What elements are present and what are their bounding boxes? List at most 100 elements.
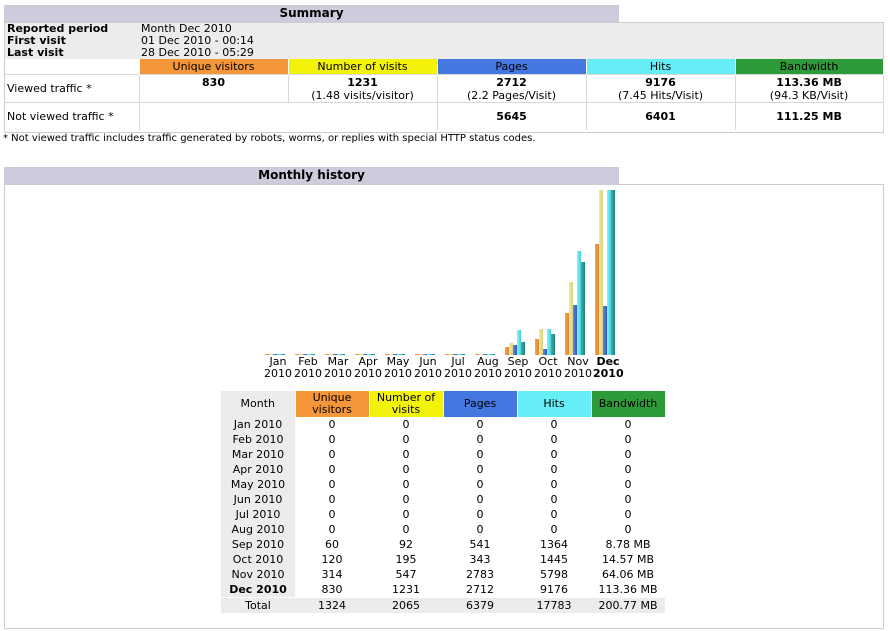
bar-uv-may-2010 (385, 354, 389, 355)
history-cell-pages: 0 (476, 462, 484, 476)
history-cell-unique-visitors: 0 (328, 477, 336, 491)
bar-pages-may-2010 (393, 354, 397, 355)
bar-uv-jan-2010 (265, 354, 269, 355)
viewed-hits: 9176 (7.45 Hits/Visit) (586, 74, 736, 103)
bar-pages-jan-2010 (273, 354, 277, 355)
viewed-pages-value: 2712 (496, 75, 527, 89)
summary-header-blank (5, 59, 140, 75)
bar-hits-oct-2010 (547, 329, 551, 355)
bar-hits-dec-2010 (607, 190, 611, 355)
history-cell-visits: 0 (402, 417, 410, 431)
history-cell-bandwidth: 0 (624, 522, 632, 536)
bar-visits-dec-2010 (599, 190, 603, 355)
chart-month-label-line1: Apr (358, 355, 378, 368)
viewed-bandwidth: 113.36 MB (94.3 KB/Visit) (735, 74, 884, 103)
history-cell-month: Sep 2010 (221, 537, 295, 552)
history-cell-unique-visitors: 0 (328, 522, 336, 536)
chart-month-label: Feb 2010 (293, 356, 323, 380)
viewed-hits-sub: (7.45 Hits/Visit) (617, 88, 704, 102)
not-viewed-pages-value: 5645 (496, 110, 527, 123)
bar-uv-oct-2010 (535, 339, 539, 355)
not-viewed-empty (139, 102, 438, 130)
bar-visits-jul-2010 (449, 354, 453, 355)
history-cell-month: Nov 2010 (221, 567, 295, 582)
viewed-bandwidth-value: 113.36 MB (776, 75, 842, 89)
history-cell-hits: 0 (550, 507, 558, 521)
chart-month-label-line1: Jun (419, 355, 437, 368)
history-cell-hits: 1364 (540, 537, 568, 551)
history-cell-unique-visitors: 314 (321, 567, 343, 581)
chart-month-label: Jun 2010 (413, 356, 443, 380)
viewed-visits-sub: (1.48 visits/visitor) (311, 88, 414, 102)
history-cell-month: Aug 2010 (221, 522, 295, 537)
chart-month-label: Jan 2010 (263, 356, 293, 380)
history-cell-visits: 0 (402, 522, 410, 536)
bar-uv-jul-2010 (445, 354, 449, 355)
bar-pages-apr-2010 (363, 354, 367, 355)
chart-month-label-line1: Jan (269, 355, 287, 368)
bar-pages-feb-2010 (303, 354, 307, 355)
viewed-hits-value: 9176 (645, 75, 676, 89)
bar-visits-feb-2010 (299, 354, 303, 355)
history-cell-pages: 0 (476, 507, 484, 521)
history-cell-hits: 9176 (540, 582, 568, 596)
history-cell-month: Mar 2010 (221, 447, 295, 462)
chart-month-label-line2: 2010 (504, 367, 532, 380)
history-total-row: Total 1324 2065 6379 17783 200.77 MB (221, 597, 665, 613)
not-viewed-traffic-label: Not viewed traffic * (5, 102, 140, 130)
history-cell-bandwidth: 113.36 MB (598, 582, 658, 596)
bar-bw-dec-2010 (611, 190, 615, 355)
chart-month-label-line2: 2010 (534, 367, 562, 380)
header-hits: Hits (586, 59, 736, 75)
history-cell-pages: 0 (476, 432, 484, 446)
chart-month-label-line2: 2010 (444, 367, 472, 380)
total-unique-visitors: 1324 (295, 597, 369, 613)
bar-uv-mar-2010 (325, 354, 329, 355)
chart-month-label-line1: Nov (567, 355, 589, 368)
bar-hits-may-2010 (397, 354, 401, 355)
history-cell-visits: 547 (395, 567, 417, 581)
header-pages: Pages (437, 59, 587, 75)
chart-month-label: Dec 2010 (593, 356, 624, 380)
history-cell-visits: 0 (402, 507, 410, 521)
chart-month-label: Mar 2010 (323, 356, 353, 380)
bar-hits-apr-2010 (367, 354, 371, 355)
history-cell-hits: 0 (550, 447, 558, 461)
chart-month-label: Apr 2010 (353, 356, 383, 380)
viewed-traffic-label: Viewed traffic * (5, 74, 140, 103)
history-cell-visits: 0 (402, 477, 410, 491)
history-cell-bandwidth: 0 (624, 447, 632, 461)
viewed-visits: 1231 (1.48 visits/visitor) (288, 74, 438, 103)
history-header-row: Month Unique visitors Number of visits P… (221, 391, 666, 417)
history-cell-pages: 343 (469, 552, 491, 566)
history-cell-unique-visitors: 120 (321, 552, 343, 566)
history-row: Nov 2010 314 547 2783 5798 64.06 MB (221, 567, 665, 582)
reported-period-label: Reported period (5, 23, 139, 35)
history-cell-pages: 0 (476, 417, 484, 431)
history-cell-bandwidth: 0 (624, 432, 632, 446)
bar-visits-oct-2010 (539, 329, 543, 355)
history-cell-pages: 0 (476, 447, 484, 461)
bar-visits-apr-2010 (359, 354, 363, 355)
history-row: Oct 2010 120 195 343 1445 14.57 MB (221, 552, 665, 567)
history-cell-pages: 2783 (466, 567, 494, 581)
history-header-hits: Hits (517, 391, 592, 417)
history-row: Sep 2010 60 92 541 1364 8.78 MB (221, 537, 665, 552)
bar-uv-jun-2010 (415, 354, 419, 355)
bar-pages-aug-2010 (483, 354, 487, 355)
history-cell-month: Oct 2010 (221, 552, 295, 567)
monthly-history-panel (4, 184, 884, 629)
not-viewed-hits: 6401 (586, 102, 736, 130)
history-cell-month: Dec 2010 (221, 582, 295, 598)
last-visit-label: Last visit (5, 47, 139, 59)
chart-month-label-line1: May (386, 355, 410, 368)
history-header-number-of-visits: Number of visits (369, 391, 444, 417)
viewed-uv-value: 830 (202, 75, 225, 89)
bar-bw-jun-2010 (431, 354, 435, 355)
history-cell-visits: 0 (402, 432, 410, 446)
history-cell-unique-visitors: 60 (325, 537, 339, 551)
history-header-unique-visitors: Unique visitors (295, 391, 370, 417)
header-unique-visitors: Unique visitors (139, 59, 289, 75)
chart-month-label-line1: Mar (327, 355, 349, 368)
history-row: Apr 2010 0 0 0 0 0 (221, 462, 665, 477)
